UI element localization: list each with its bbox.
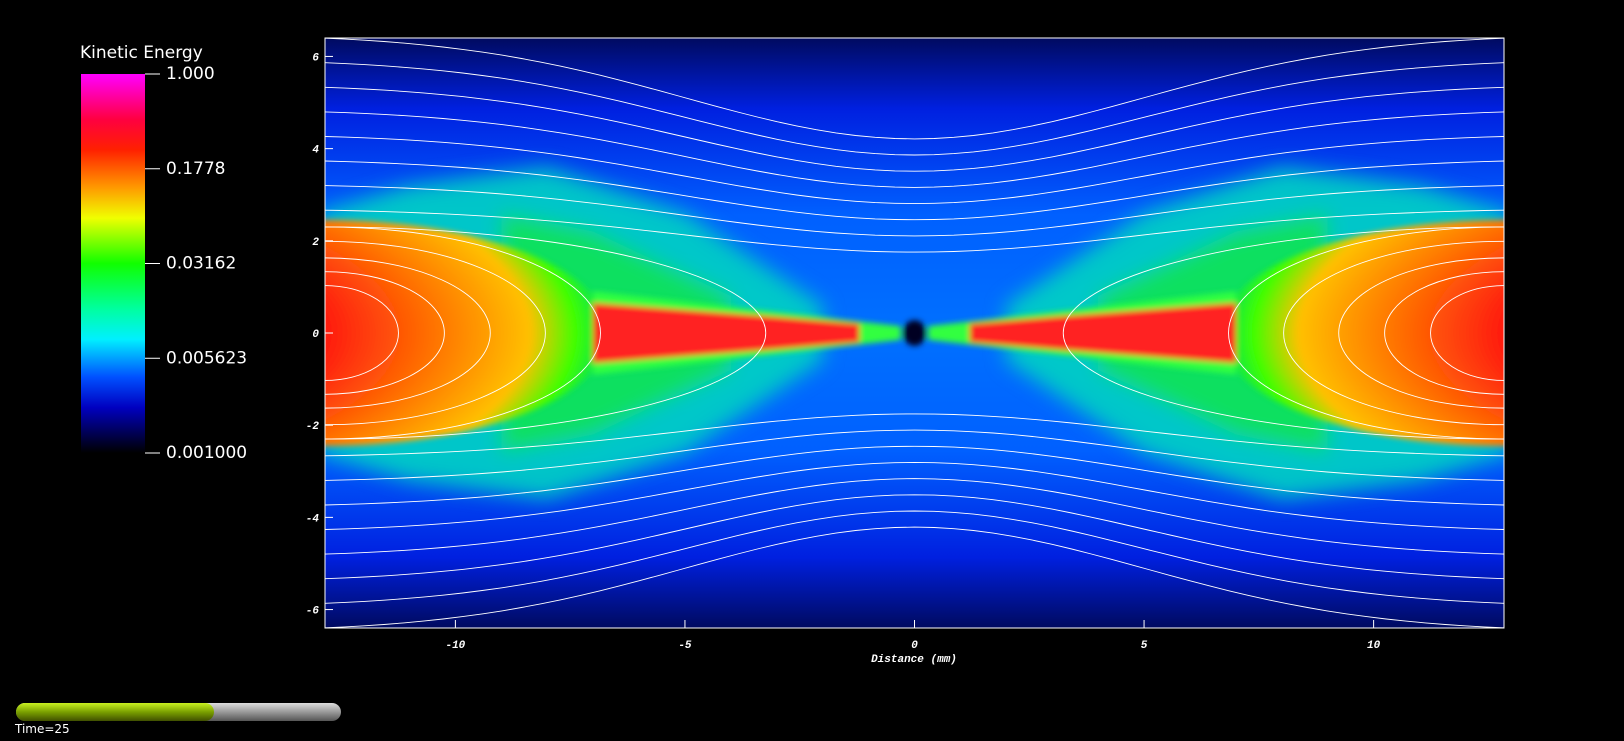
colorbar-tick-label: 1.000 [166,64,215,84]
colorbar-tick-label: 0.1778 [166,159,225,179]
y-tick-label: -2 [306,421,320,433]
y-tick-label: -6 [306,606,320,618]
x-tick-label: 0 [911,640,918,652]
field-lobe [325,220,610,446]
field-sharp [325,220,1504,446]
streamline [325,226,767,440]
streamline [325,271,445,395]
y-tick-label: -4 [306,513,320,525]
time-label: Time=25 [14,722,70,736]
streamline [325,510,1504,604]
time-slider-fill [16,703,214,721]
streamline [325,413,1504,457]
field-lobe [1219,220,1504,446]
colorbar-title: Kinetic Energy [80,43,203,63]
streamline [325,445,1504,506]
colorbar-tick-label: 0.005623 [166,348,247,368]
field [325,38,1504,628]
x-tick-label: -5 [678,640,692,652]
streamline [325,429,1504,481]
streamline [325,526,1504,628]
streamline [325,209,1504,253]
streamline [1228,226,1504,440]
streamline [325,86,1504,172]
y-tick-label: 2 [312,237,319,249]
x-tick-label: 10 [1367,640,1381,652]
x-axis-label: Distance (mm) [871,654,957,666]
streamline [325,461,1504,530]
streamline [325,160,1504,221]
x-tick-label: -10 [445,640,465,652]
streamline [1283,240,1504,426]
streamline [1384,271,1504,395]
colorbar-tick-label: 0.03162 [166,254,236,274]
streamline [325,38,1504,140]
colorbar-tick-label: 0.001000 [166,443,247,463]
streamline [325,62,1504,156]
y-tick-label: 0 [312,329,319,341]
streamlines [325,38,1504,628]
streamline [325,494,1504,580]
streamline [325,226,601,440]
y-tick-label: 4 [312,145,319,157]
streamline [325,478,1504,555]
x-tick-label: 5 [1141,640,1148,652]
field-null [903,320,926,346]
streamline [325,285,399,381]
streamline [325,240,546,426]
streamline [325,136,1504,205]
streamline [325,257,491,409]
streamline [325,111,1504,188]
colorbar [81,74,145,453]
field-streak [969,303,1236,363]
streamline [325,185,1504,237]
field-streak [593,303,860,363]
y-tick-label: 6 [312,52,319,64]
